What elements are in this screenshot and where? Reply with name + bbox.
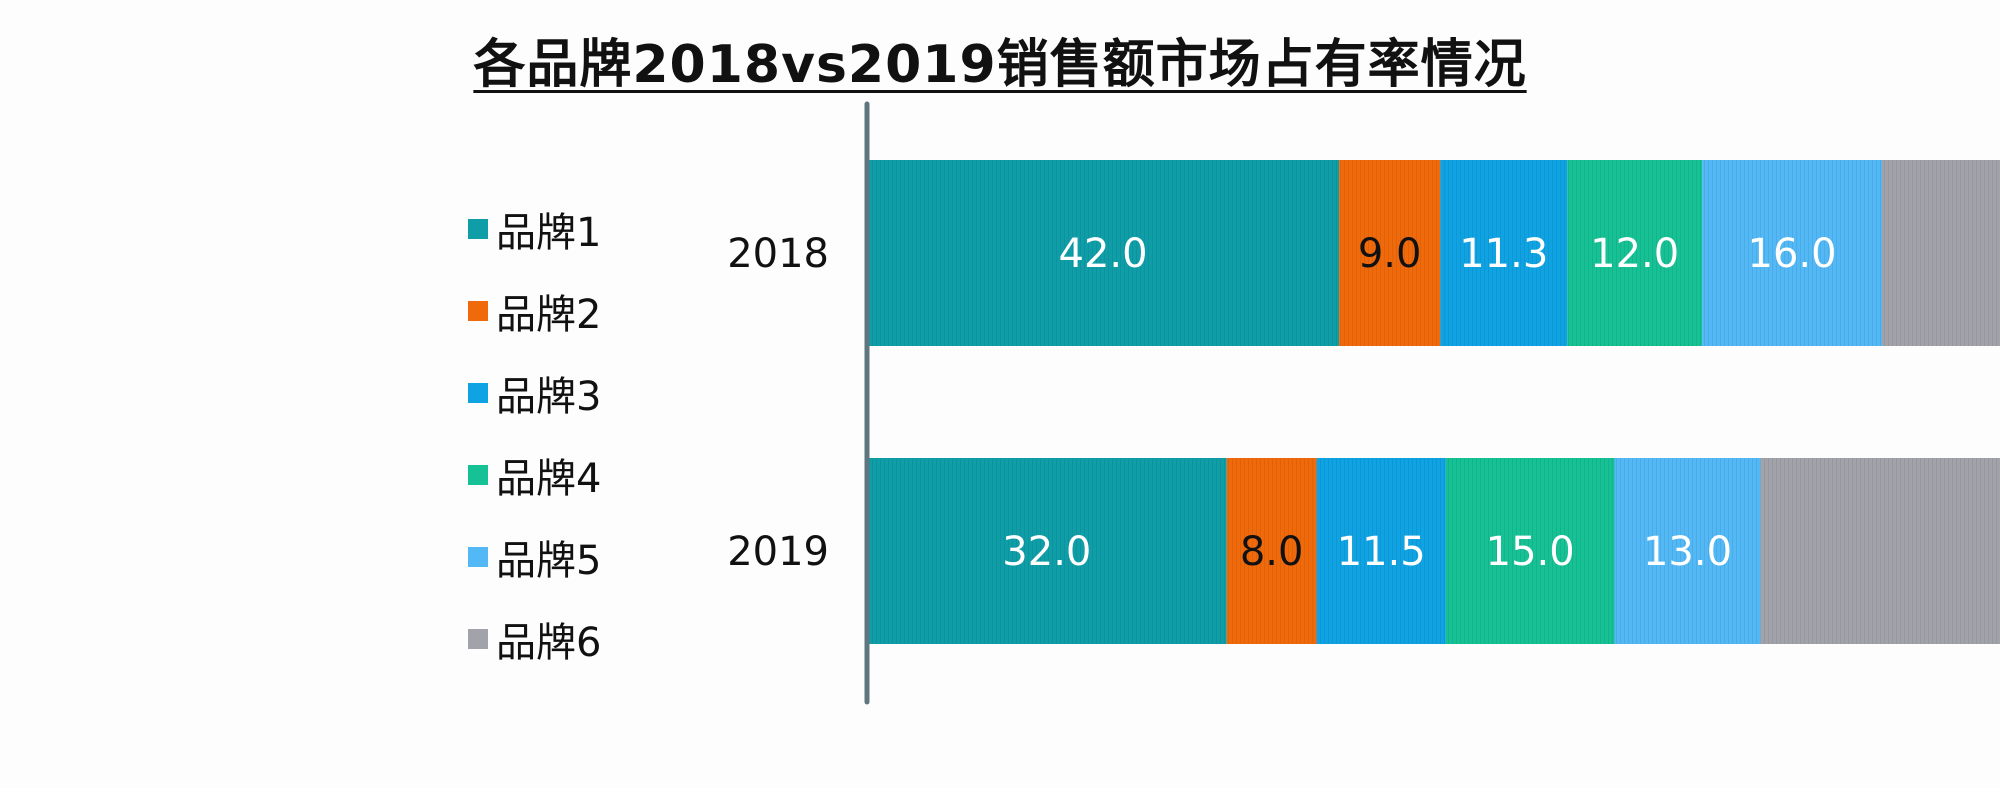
chart-title: 各品牌2018vs2019销售额市场占有率情况 [473,35,1527,95]
legend-label: 品牌2 [496,292,602,338]
data-label: 42.0 [1059,231,1148,277]
bar-texture [867,160,1340,346]
legend-label: 品牌3 [496,374,602,420]
legend-item-brand-3: 品牌3 [468,352,601,434]
bar-texture [1226,458,1317,644]
bar-texture [1614,458,1761,644]
legend-item-brand-6: 品牌6 [468,598,601,680]
legend-swatch [468,219,488,239]
legend-swatch [468,547,488,567]
chart-legend: 品牌1 品牌2 品牌3 品牌4 品牌5 品牌6 [468,188,601,680]
legend-swatch [468,465,488,485]
legend-swatch [468,383,488,403]
legend-label: 品牌4 [496,456,602,502]
data-label: 9.0 [1358,231,1422,277]
data-label: 32.0 [1002,529,1091,575]
bar-texture [1702,160,1882,346]
data-label: 13.0 [1643,529,1732,575]
data-label: 12.0 [1590,231,1679,277]
bar-texture [1440,160,1568,346]
legend-item-brand-1: 品牌1 [468,188,601,270]
bar-texture [1339,160,1441,346]
data-label: 8.0 [1240,529,1304,575]
data-label: 16.0 [1748,231,1837,277]
bar-texture [1316,458,1446,644]
legend-item-brand-5: 品牌5 [468,516,601,598]
bar-texture [867,458,1227,644]
legend-label: 品牌6 [496,620,602,666]
legend-swatch [468,301,488,321]
bar-texture [1760,458,2000,644]
data-label: 15.0 [1486,529,1575,575]
bar-texture [1881,160,2000,346]
data-label: 11.3 [1459,231,1548,277]
category-label: 2019 [727,529,829,575]
bar-texture [1567,160,1703,346]
legend-label: 品牌1 [496,210,602,256]
data-label: 11.5 [1337,529,1426,575]
category-label: 2018 [727,231,829,277]
legend-label: 品牌5 [496,538,602,584]
bar-texture [1445,458,1615,644]
legend-swatch [468,629,488,649]
legend-item-brand-2: 品牌2 [468,270,601,352]
legend-item-brand-4: 品牌4 [468,434,601,516]
